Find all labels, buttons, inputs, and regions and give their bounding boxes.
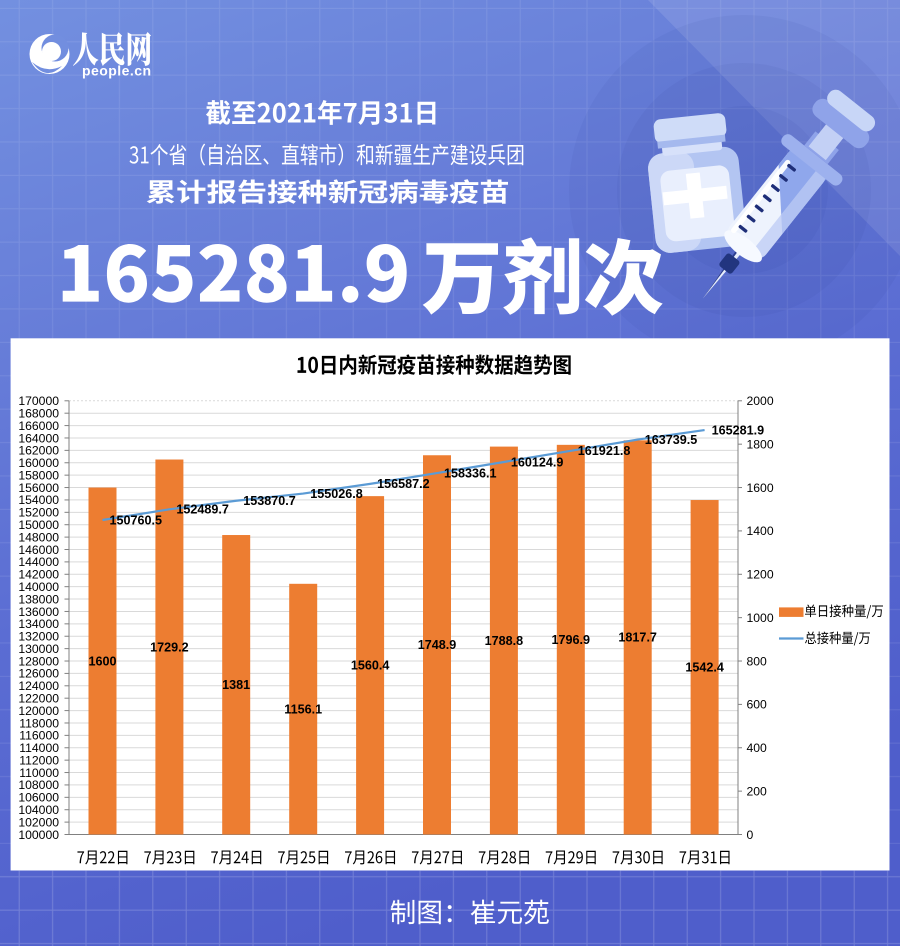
svg-text:132000: 132000 — [18, 630, 59, 644]
svg-text:100000: 100000 — [18, 828, 59, 842]
svg-text:118000: 118000 — [19, 716, 59, 730]
svg-text:134000: 134000 — [18, 617, 59, 631]
svg-text:153870.7: 153870.7 — [243, 494, 296, 508]
svg-text:112000: 112000 — [19, 754, 59, 768]
svg-text:106000: 106000 — [18, 791, 59, 805]
svg-text:152489.7: 152489.7 — [176, 503, 229, 517]
svg-text:1729.2: 1729.2 — [150, 640, 189, 654]
svg-text:108000: 108000 — [18, 778, 59, 792]
svg-text:136000: 136000 — [18, 605, 59, 619]
svg-text:126000: 126000 — [18, 667, 59, 681]
svg-text:1600: 1600 — [88, 654, 116, 668]
svg-text:154000: 154000 — [18, 493, 59, 507]
svg-text:155026.8: 155026.8 — [310, 487, 363, 501]
svg-text:140000: 140000 — [18, 580, 59, 594]
svg-text:104000: 104000 — [18, 803, 59, 817]
svg-text:158336.1: 158336.1 — [444, 466, 497, 480]
svg-text:1788.8: 1788.8 — [485, 634, 524, 648]
svg-text:1600: 1600 — [747, 481, 774, 495]
svg-text:122000: 122000 — [18, 692, 59, 706]
svg-text:158000: 158000 — [18, 468, 59, 482]
svg-text:people.cn: people.cn — [82, 63, 151, 79]
svg-text:170000: 170000 — [18, 394, 59, 408]
svg-text:110000: 110000 — [19, 766, 59, 780]
svg-text:116000: 116000 — [19, 729, 59, 743]
svg-text:1560.4: 1560.4 — [351, 659, 390, 673]
svg-text:120000: 120000 — [18, 704, 59, 718]
svg-text:1400: 1400 — [747, 524, 774, 538]
svg-text:114000: 114000 — [19, 741, 59, 755]
svg-text:1817.7: 1817.7 — [618, 631, 657, 645]
svg-text:1381: 1381 — [222, 678, 250, 692]
svg-text:163739.5: 163739.5 — [645, 433, 698, 447]
svg-text:124000: 124000 — [18, 679, 59, 693]
svg-text:1156.1: 1156.1 — [284, 702, 322, 716]
svg-text:144000: 144000 — [18, 555, 59, 569]
svg-text:160124.9: 160124.9 — [511, 455, 564, 469]
svg-text:165281.9: 165281.9 — [712, 423, 765, 437]
svg-text:400: 400 — [747, 741, 768, 755]
svg-text:130000: 130000 — [18, 642, 59, 656]
svg-text:2000: 2000 — [747, 394, 774, 408]
svg-text:150000: 150000 — [18, 518, 59, 532]
svg-text:200: 200 — [747, 784, 768, 798]
svg-text:102000: 102000 — [18, 815, 59, 829]
svg-text:162000: 162000 — [18, 444, 59, 458]
svg-text:148000: 148000 — [18, 530, 59, 544]
svg-text:150760.5: 150760.5 — [110, 513, 163, 527]
svg-text:600: 600 — [747, 698, 768, 712]
svg-text:160000: 160000 — [18, 456, 59, 470]
svg-text:1748.9: 1748.9 — [418, 638, 457, 652]
svg-text:800: 800 — [747, 654, 768, 668]
svg-text:156000: 156000 — [18, 481, 59, 495]
svg-text:161921.8: 161921.8 — [578, 444, 631, 458]
svg-text:146000: 146000 — [18, 543, 59, 557]
svg-text:142000: 142000 — [18, 568, 59, 582]
svg-text:164000: 164000 — [18, 431, 59, 445]
svg-text:166000: 166000 — [18, 419, 59, 433]
svg-text:128000: 128000 — [18, 654, 59, 668]
svg-text:0: 0 — [747, 828, 754, 842]
svg-text:1000: 1000 — [747, 611, 774, 625]
svg-text:1796.9: 1796.9 — [552, 633, 591, 647]
svg-text:1800: 1800 — [747, 438, 774, 452]
svg-text:152000: 152000 — [18, 506, 59, 520]
svg-text:168000: 168000 — [18, 407, 59, 421]
svg-text:138000: 138000 — [18, 592, 59, 606]
svg-text:156587.2: 156587.2 — [377, 477, 430, 491]
svg-text:1542.4: 1542.4 — [685, 661, 724, 675]
svg-text:1200: 1200 — [747, 568, 774, 582]
